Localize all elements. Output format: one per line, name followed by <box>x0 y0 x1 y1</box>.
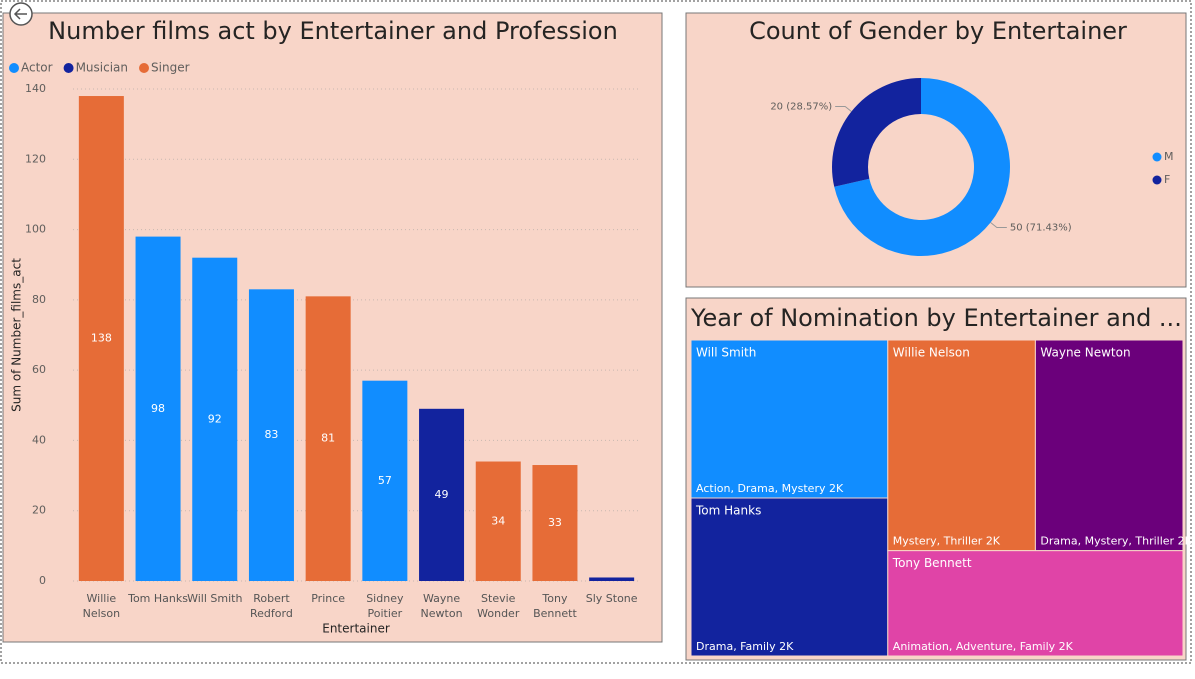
x-tick-label-box: Prince <box>311 592 346 605</box>
bar <box>362 380 408 581</box>
y-tick-label: 140 <box>25 82 46 95</box>
x-tick-label: Sidney Poitier <box>366 592 404 620</box>
x-tick-label-box: Wayne Newton <box>420 592 463 620</box>
x-tick-label-box: Willie Nelson <box>82 592 121 620</box>
chart-title: Number films act by Entertainer and Prof… <box>48 17 618 45</box>
tile-label: Tony Bennett <box>892 556 972 570</box>
tile-value: 2K <box>1059 640 1074 653</box>
bar <box>135 236 181 581</box>
bar <box>192 257 238 581</box>
legend-label: Musician <box>76 61 128 75</box>
x-tick-label-box: Stevie Wonder <box>477 592 520 620</box>
tile-label: Willie Nelson <box>893 346 970 360</box>
data-label: 92 <box>208 412 222 425</box>
x-tick-label: Will Smith <box>187 592 243 605</box>
y-tick-label: 0 <box>39 574 46 587</box>
x-tick-label-box: Sidney Poitier <box>366 592 404 620</box>
bar <box>589 577 635 581</box>
bar <box>305 296 351 581</box>
tile-group: Drama, Mystery, Thriller <box>1040 535 1174 548</box>
legend-marker <box>1152 152 1162 162</box>
data-label: 81 <box>321 432 335 445</box>
data-label: 83 <box>264 428 278 441</box>
data-label: 57 <box>378 474 392 487</box>
data-label: 34 <box>491 514 505 527</box>
x-tick-label: Sly Stone <box>585 592 638 605</box>
back-arrow[interactable] <box>13 8 27 20</box>
legend-label: Actor <box>21 61 53 75</box>
tile-detail: Drama, Family 2K <box>696 640 794 653</box>
tile-detail: Animation, Adventure, Family 2K <box>893 640 1074 653</box>
x-tick-label: Tony Bennett <box>533 592 577 620</box>
y-tick-label: 40 <box>32 433 46 446</box>
treemap-tile <box>887 339 1036 552</box>
bar <box>532 465 578 581</box>
x-tick-label: Wayne Newton <box>420 592 463 620</box>
donut-slice <box>832 78 921 187</box>
leader-line <box>990 222 1007 228</box>
chart-title: Count of Gender by Entertainer <box>749 17 1127 45</box>
tile-value: 2K <box>779 640 794 653</box>
bar <box>419 408 465 581</box>
data-label: 98 <box>151 402 165 415</box>
y-tick-label: 20 <box>32 504 46 517</box>
leader-line <box>835 106 852 112</box>
tile-label: Tom Hanks <box>695 504 761 518</box>
tile-detail: Action, Drama, Mystery 2K <box>696 482 844 495</box>
tile-group: Mystery, Thriller <box>893 535 983 548</box>
data-label: 50 (71.43%) <box>1010 222 1072 233</box>
data-label: 138 <box>91 332 112 345</box>
treemap-tile <box>1034 339 1184 552</box>
tile-label: Will Smith <box>696 346 756 360</box>
x-tick-label: Willie Nelson <box>82 592 121 620</box>
y-tick-label: 60 <box>32 363 46 376</box>
tile-value: 2K <box>1178 535 1193 548</box>
x-tick-label-box: Tony Bennett <box>533 592 577 620</box>
donut-slice <box>834 78 1011 256</box>
legend-label: M <box>1164 150 1174 163</box>
treemap-tile <box>690 497 889 657</box>
x-tick-label: Tom Hanks <box>128 592 188 605</box>
tile-value: 2K <box>829 482 844 495</box>
legend-label: Singer <box>151 61 190 75</box>
bar <box>248 289 294 581</box>
tile-detail: Mystery, Thriller 2K <box>893 535 1001 548</box>
chart-title: Year of Nomination by Entertainer and ..… <box>690 304 1182 332</box>
treemap-tile <box>690 339 889 499</box>
bar <box>78 96 124 582</box>
x-tick-label-box: Tom Hanks <box>128 592 188 605</box>
x-tick-label: Robert Redford <box>250 592 293 620</box>
page-border <box>0 0 1192 664</box>
tile-label: Wayne Newton <box>1040 346 1130 360</box>
treemap-tile <box>887 550 1184 657</box>
legend-marker <box>139 63 150 73</box>
x-tick-label: Stevie Wonder <box>477 592 520 620</box>
bar <box>475 461 521 581</box>
back-button[interactable] <box>9 2 33 26</box>
x-tick-label-box: Robert Redford <box>250 592 293 620</box>
y-axis-title: Sum of Number_films_act <box>10 258 24 412</box>
data-label: 33 <box>548 516 562 529</box>
tile-group: Animation, Adventure, Family <box>893 640 1056 653</box>
x-tick-label-box: Sly Stone <box>585 592 638 605</box>
data-label: 20 (28.57%) <box>770 102 832 113</box>
legend-label: F <box>1164 173 1170 186</box>
legend-marker <box>63 63 74 73</box>
y-tick-label: 80 <box>32 293 46 306</box>
x-tick-label-box: Will Smith <box>187 592 243 605</box>
tile-detail: Drama, Mystery, Thriller 2K <box>1040 535 1192 548</box>
legend-marker <box>1152 175 1162 185</box>
x-axis-title: Entertainer <box>322 622 390 636</box>
data-label: 49 <box>435 488 449 501</box>
legend-marker <box>9 63 19 73</box>
y-tick-label: 100 <box>25 223 46 236</box>
tile-group: Action, Drama, Mystery <box>696 482 826 495</box>
y-tick-label: 120 <box>25 152 46 165</box>
tile-group: Drama, Family <box>696 640 776 653</box>
tile-value: 2K <box>986 535 1001 548</box>
x-tick-label: Prince <box>311 592 346 605</box>
